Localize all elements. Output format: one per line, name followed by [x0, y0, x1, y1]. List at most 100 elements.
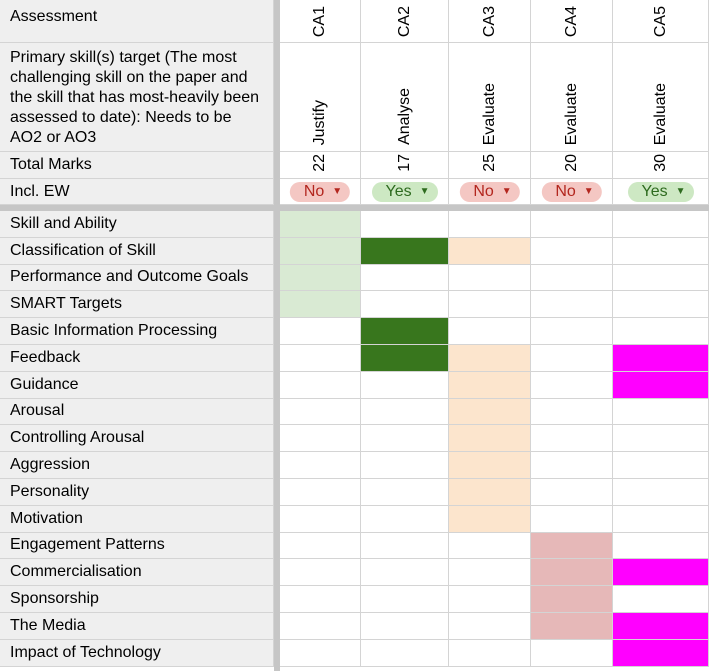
grid-cell[interactable] [361, 318, 449, 345]
grid-cell[interactable] [280, 425, 361, 453]
grid-cell[interactable] [449, 505, 531, 533]
grid-cell[interactable] [280, 532, 361, 560]
grid-cell[interactable] [531, 425, 613, 453]
grid-cell[interactable] [361, 291, 449, 319]
skill-cell[interactable]: Evaluate [613, 43, 709, 152]
grid-cell[interactable] [613, 586, 709, 613]
grid-cell[interactable] [613, 479, 709, 506]
grid-cell[interactable] [361, 211, 449, 238]
column-header[interactable]: CA1 [280, 0, 361, 43]
freeze-row-divider[interactable] [0, 205, 709, 211]
skill-cell[interactable]: Justify [280, 43, 361, 152]
grid-cell[interactable] [361, 479, 449, 506]
marks-cell[interactable]: 25 [449, 152, 531, 179]
marks-cell[interactable]: 30 [613, 152, 709, 179]
grid-cell[interactable] [280, 237, 361, 265]
grid-cell[interactable] [531, 371, 613, 399]
grid-cell[interactable] [449, 613, 531, 640]
column-header[interactable]: CA5 [613, 0, 709, 43]
grid-cell[interactable] [531, 237, 613, 265]
grid-cell[interactable] [280, 345, 361, 372]
grid-cell[interactable] [280, 452, 361, 479]
grid-cell[interactable] [280, 371, 361, 399]
grid-cell[interactable] [449, 479, 531, 506]
grid-cell[interactable] [361, 425, 449, 453]
grid-cell[interactable] [449, 264, 531, 292]
grid-cell[interactable] [613, 264, 709, 292]
grid-cell[interactable] [531, 452, 613, 479]
skill-cell[interactable]: Evaluate [449, 43, 531, 152]
column-header[interactable]: CA3 [449, 0, 531, 43]
grid-cell[interactable] [449, 291, 531, 319]
grid-cell[interactable] [613, 452, 709, 479]
column-header[interactable]: CA4 [531, 0, 613, 43]
grid-cell[interactable] [531, 505, 613, 533]
grid-cell[interactable] [613, 211, 709, 238]
grid-cell[interactable] [531, 479, 613, 506]
ew-dropdown-chip[interactable]: No ▼ [541, 182, 602, 202]
grid-cell[interactable] [613, 425, 709, 453]
grid-cell[interactable] [361, 639, 449, 667]
grid-cell[interactable] [613, 291, 709, 319]
grid-cell[interactable] [361, 586, 449, 613]
marks-cell[interactable]: 20 [531, 152, 613, 179]
grid-cell[interactable] [531, 264, 613, 292]
grid-cell[interactable] [613, 532, 709, 560]
grid-cell[interactable] [280, 318, 361, 345]
grid-cell[interactable] [361, 398, 449, 426]
grid-cell[interactable] [361, 345, 449, 372]
marks-cell[interactable]: 22 [280, 152, 361, 179]
column-header[interactable]: CA2 [361, 0, 449, 43]
marks-cell[interactable]: 17 [361, 152, 449, 179]
grid-cell[interactable] [531, 291, 613, 319]
grid-cell[interactable] [280, 211, 361, 238]
grid-cell[interactable] [280, 639, 361, 667]
grid-cell[interactable] [361, 264, 449, 292]
grid-cell[interactable] [449, 586, 531, 613]
grid-cell[interactable] [531, 345, 613, 372]
grid-cell[interactable] [361, 505, 449, 533]
grid-cell[interactable] [531, 613, 613, 640]
grid-cell[interactable] [613, 345, 709, 372]
freeze-column-divider[interactable] [274, 0, 280, 671]
grid-cell[interactable] [280, 291, 361, 319]
grid-cell[interactable] [449, 425, 531, 453]
grid-cell[interactable] [280, 398, 361, 426]
grid-cell[interactable] [449, 639, 531, 667]
grid-cell[interactable] [449, 559, 531, 587]
grid-cell[interactable] [361, 452, 449, 479]
grid-cell[interactable] [531, 586, 613, 613]
grid-cell[interactable] [531, 318, 613, 345]
grid-cell[interactable] [613, 559, 709, 587]
grid-cell[interactable] [613, 371, 709, 399]
grid-cell[interactable] [361, 532, 449, 560]
grid-cell[interactable] [531, 532, 613, 560]
ew-dropdown-chip[interactable]: Yes ▼ [627, 182, 694, 202]
ew-dropdown-chip[interactable]: No ▼ [289, 182, 351, 202]
grid-cell[interactable] [449, 345, 531, 372]
grid-cell[interactable] [280, 505, 361, 533]
grid-cell[interactable] [280, 264, 361, 292]
grid-cell[interactable] [280, 479, 361, 506]
grid-cell[interactable] [280, 613, 361, 640]
grid-cell[interactable] [613, 318, 709, 345]
grid-cell[interactable] [361, 559, 449, 587]
skill-cell[interactable]: Analyse [361, 43, 449, 152]
grid-cell[interactable] [449, 532, 531, 560]
grid-cell[interactable] [280, 559, 361, 587]
grid-cell[interactable] [449, 237, 531, 265]
grid-cell[interactable] [449, 452, 531, 479]
grid-cell[interactable] [613, 237, 709, 265]
grid-cell[interactable] [449, 211, 531, 238]
grid-cell[interactable] [449, 398, 531, 426]
ew-dropdown-chip[interactable]: No ▼ [459, 182, 520, 202]
ew-dropdown-chip[interactable]: Yes ▼ [371, 182, 438, 202]
grid-cell[interactable] [361, 613, 449, 640]
grid-cell[interactable] [449, 318, 531, 345]
grid-cell[interactable] [280, 586, 361, 613]
grid-cell[interactable] [613, 613, 709, 640]
grid-cell[interactable] [531, 398, 613, 426]
grid-cell[interactable] [361, 237, 449, 265]
skill-cell[interactable]: Evaluate [531, 43, 613, 152]
grid-cell[interactable] [531, 639, 613, 667]
